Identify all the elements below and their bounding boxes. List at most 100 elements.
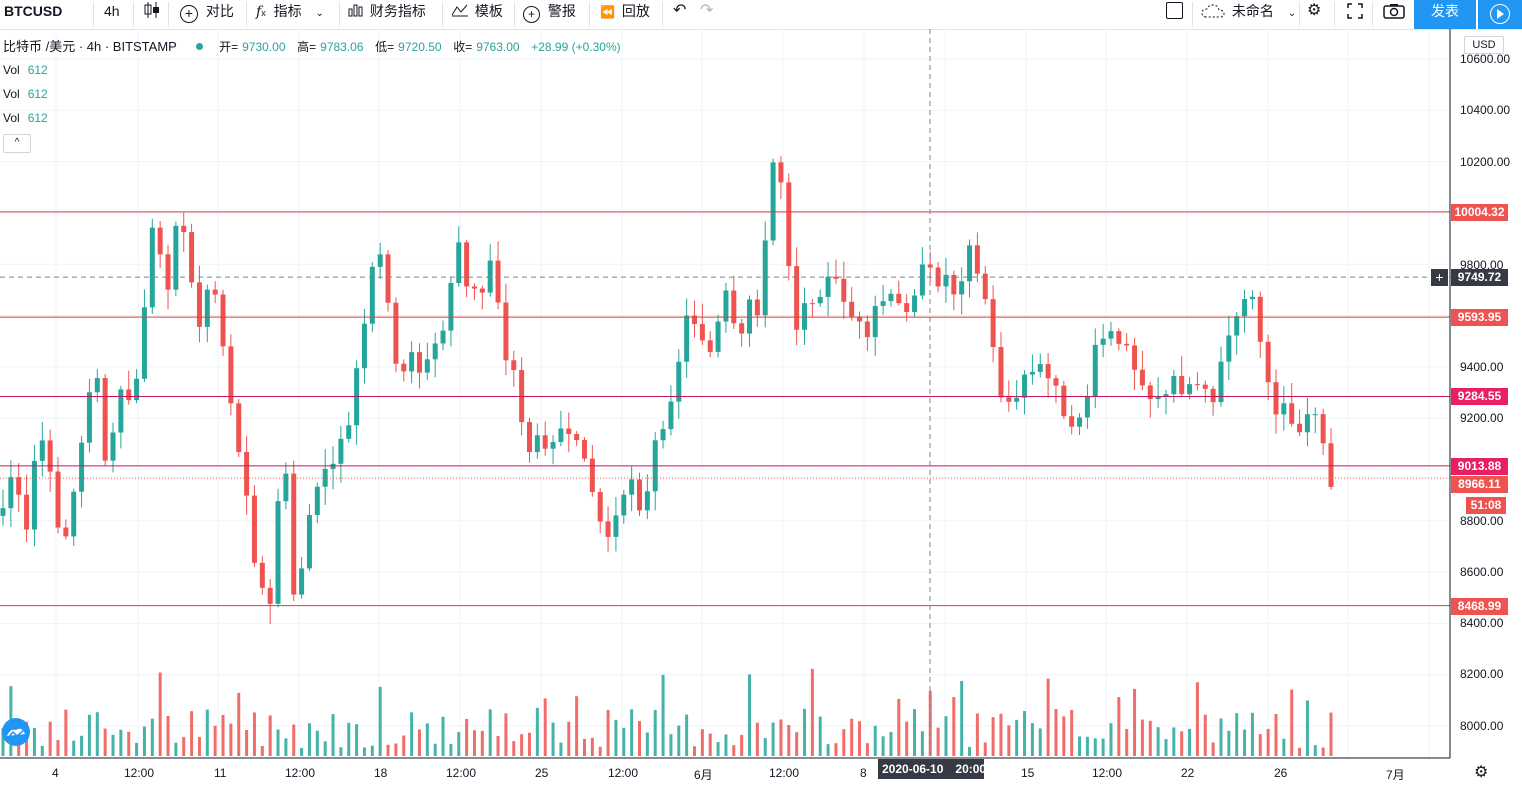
candle-body bbox=[471, 286, 477, 289]
close-label: 收= bbox=[453, 40, 473, 54]
volume-indicator-row[interactable]: Vol 612 bbox=[3, 111, 48, 125]
volume-bar bbox=[1, 728, 5, 756]
volume-bar bbox=[1290, 689, 1294, 756]
candle-body bbox=[1320, 414, 1326, 444]
candle-body bbox=[338, 438, 344, 464]
crosshair bbox=[0, 29, 1450, 758]
candle-body bbox=[747, 299, 753, 334]
volume-bar bbox=[968, 747, 972, 756]
x-axis-label: 12:00 bbox=[285, 766, 316, 780]
candle-body bbox=[157, 227, 163, 255]
volume-bar bbox=[1195, 682, 1199, 756]
play-button[interactable] bbox=[1478, 0, 1522, 29]
candle-body bbox=[959, 281, 965, 295]
volume-bar bbox=[1313, 745, 1317, 756]
redo-icon[interactable]: ↷ bbox=[700, 2, 714, 19]
cloud-icon bbox=[1201, 3, 1229, 19]
candle-body bbox=[79, 442, 85, 492]
volume-bar bbox=[1070, 709, 1074, 756]
candle-body bbox=[47, 440, 53, 472]
undo-icon[interactable]: ↶ bbox=[673, 2, 687, 19]
volume-bar bbox=[457, 732, 461, 756]
candle-body bbox=[754, 299, 760, 316]
indicators-button[interactable]: fx 指标 ⌄ bbox=[256, 3, 324, 20]
volume-bar bbox=[229, 723, 233, 756]
add-plus-icon[interactable]: + bbox=[1431, 269, 1448, 286]
volume-bar bbox=[905, 721, 909, 756]
tradingview-logo-icon[interactable] bbox=[2, 718, 30, 746]
interval-button[interactable]: 4h bbox=[104, 3, 120, 19]
volume-bar bbox=[1015, 719, 1019, 756]
volume-bar bbox=[268, 715, 272, 756]
volume-value: 612 bbox=[27, 111, 48, 125]
volume-bar bbox=[645, 732, 649, 756]
gear-icon[interactable]: ⚙ bbox=[1474, 764, 1489, 781]
volume-bar bbox=[1227, 730, 1231, 756]
candle-body bbox=[699, 324, 705, 341]
volume-bar bbox=[276, 729, 280, 756]
plus-circle-icon: + bbox=[180, 5, 198, 23]
layout-name-button[interactable]: 未命名 ⌄ bbox=[1201, 0, 1296, 29]
chevron-down-icon: ⌄ bbox=[315, 8, 324, 19]
volume-bar bbox=[771, 722, 775, 756]
price-label-line[interactable]: 9284.55 bbox=[1451, 388, 1508, 405]
candle-body bbox=[1014, 397, 1020, 402]
volume-label: Vol bbox=[3, 63, 20, 77]
volume-bar bbox=[174, 742, 178, 756]
templates-button[interactable]: 模板 bbox=[451, 0, 503, 29]
currency-label[interactable]: USD bbox=[1464, 36, 1504, 54]
symbol-search[interactable]: BTCUSD bbox=[4, 3, 63, 19]
volume-bar bbox=[182, 736, 186, 756]
volume-bar bbox=[213, 725, 217, 756]
volume-value: 612 bbox=[27, 63, 48, 77]
financials-button[interactable]: 财务指标 bbox=[348, 0, 426, 29]
layout-select-checkbox[interactable] bbox=[1166, 0, 1183, 29]
fullscreen-icon[interactable] bbox=[1347, 0, 1363, 29]
collapse-legend-button[interactable]: ^ bbox=[3, 134, 31, 153]
compare-button[interactable]: + 对比 bbox=[180, 0, 234, 29]
volume-bar bbox=[606, 710, 610, 756]
candle-body bbox=[1297, 423, 1303, 433]
volume-bar bbox=[135, 742, 139, 756]
candle-type-icon[interactable] bbox=[143, 0, 161, 29]
volume-bar bbox=[590, 737, 594, 756]
volume-bar bbox=[724, 734, 728, 756]
top-toolbar: BTCUSD 4h + 对比 fx 指标 ⌄ 财务指标 模板 + 警报 ⏪ 回放… bbox=[0, 0, 1522, 30]
replay-button[interactable]: ⏪ 回放 bbox=[600, 0, 650, 29]
alert-button[interactable]: + 警报 bbox=[523, 0, 576, 29]
price-label-line[interactable]: 9013.88 bbox=[1451, 458, 1508, 475]
volume-label: Vol bbox=[3, 87, 20, 101]
gear-icon[interactable]: ⚙ bbox=[1307, 2, 1322, 19]
price-label-line[interactable]: 9593.95 bbox=[1451, 309, 1508, 326]
volume-bar bbox=[1140, 719, 1144, 756]
candle-body bbox=[456, 242, 462, 283]
volume-bar bbox=[1148, 720, 1152, 756]
toolbar-divider bbox=[1372, 2, 1373, 27]
candle-body bbox=[1163, 394, 1169, 397]
price-label-line[interactable]: 8468.99 bbox=[1451, 598, 1508, 615]
candle-body bbox=[731, 290, 737, 324]
indicators-label: 指标 bbox=[273, 3, 302, 19]
template-icon bbox=[451, 3, 473, 19]
candle-body bbox=[636, 479, 642, 511]
candle-body bbox=[597, 492, 603, 522]
publish-button[interactable]: 发表 bbox=[1414, 0, 1476, 29]
volume-bar bbox=[197, 736, 201, 756]
volume-bar bbox=[889, 732, 893, 756]
volume-indicator-row[interactable]: Vol 612 bbox=[3, 63, 48, 77]
camera-icon[interactable] bbox=[1383, 0, 1405, 29]
candle-body bbox=[1257, 296, 1263, 342]
candle-body bbox=[24, 494, 30, 530]
volume-bar bbox=[693, 746, 697, 756]
volume-bar bbox=[339, 747, 343, 756]
price-label-line[interactable]: 10004.32 bbox=[1451, 204, 1508, 221]
volume-indicator-row[interactable]: Vol 612 bbox=[3, 87, 48, 101]
volume-bar bbox=[402, 735, 406, 756]
candle-body bbox=[1108, 331, 1114, 339]
last-price-label: 8966.11 bbox=[1451, 476, 1508, 493]
volume-bar bbox=[150, 718, 154, 756]
x-axis-label: 15 bbox=[1021, 766, 1035, 780]
candle-body bbox=[833, 276, 839, 279]
candle-body bbox=[1061, 385, 1067, 417]
